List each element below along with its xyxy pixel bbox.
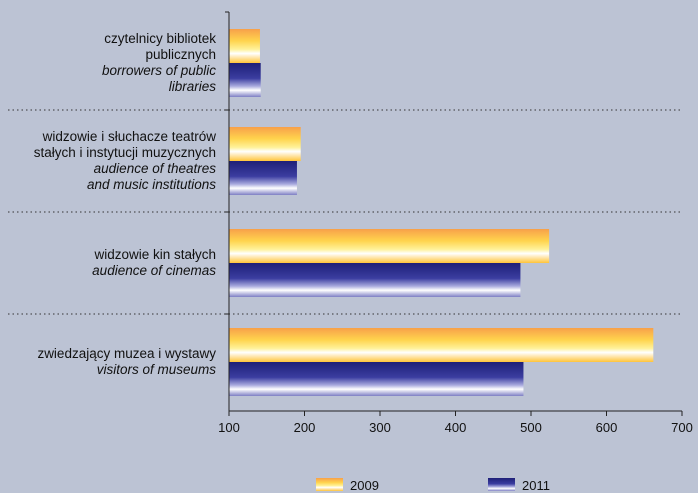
bar-2009-cat-1 [229, 29, 260, 63]
legend-label-2009: 2009 [350, 478, 379, 493]
category-label-pl: publicznych [145, 47, 216, 62]
x-tick-label: 500 [520, 420, 542, 435]
bar-2011-cat-4 [229, 362, 524, 396]
x-tick-label: 300 [369, 420, 391, 435]
category-label-en: libraries [169, 79, 217, 94]
bar-2009-cat-3 [229, 229, 550, 263]
legend-swatch-2011 [488, 478, 515, 491]
category-label-en: visitors of museums [97, 362, 217, 377]
x-tick-label: 600 [596, 420, 618, 435]
x-tick-label: 200 [294, 420, 316, 435]
category-label-en: audience of theatres [94, 161, 217, 176]
bar-2011-cat-2 [229, 161, 297, 195]
x-tick-label: 400 [445, 420, 467, 435]
category-label-pl: czytelnicy bibliotek [104, 31, 216, 46]
category-label-pl: zwiedzający muzea i wystawy [37, 346, 216, 361]
category-label-pl: widzowie i słuchacze teatrów [42, 129, 217, 144]
category-label-pl: stałych i instytucji muzycznych [34, 145, 216, 160]
bar-2011-cat-1 [229, 63, 261, 97]
x-tick-label: 100 [218, 420, 240, 435]
bar-2009-cat-4 [229, 328, 654, 362]
category-label-en: borrowers of public [102, 63, 216, 78]
bar-2011-cat-3 [229, 263, 521, 297]
category-label-en: and music institutions [87, 177, 216, 192]
x-tick-label: 700 [671, 420, 693, 435]
legend-swatch-2009 [316, 478, 343, 491]
category-label-en: audience of cinemas [92, 263, 216, 278]
bar-2009-cat-2 [229, 127, 301, 161]
category-label-pl: widzowie kin stałych [93, 247, 216, 262]
legend-label-2011: 2011 [522, 478, 550, 493]
